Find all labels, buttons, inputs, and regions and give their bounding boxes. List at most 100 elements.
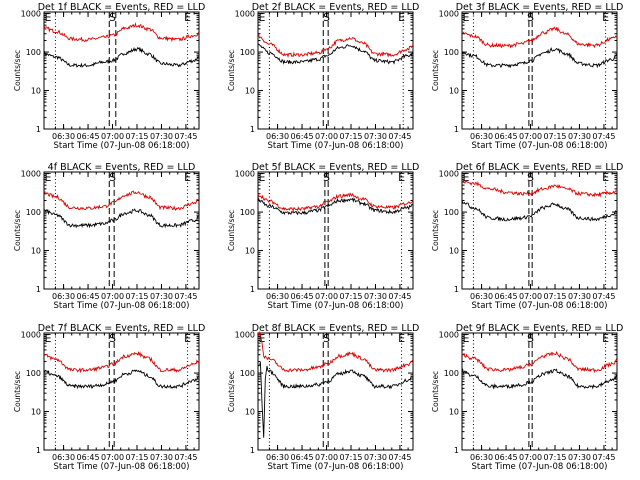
y-tick-label: 100 (26, 48, 41, 57)
x-axis-label: Start Time (07-Jun-08 06:18:00) (472, 141, 608, 151)
lld-series-line (257, 34, 414, 59)
marker-letter: S (527, 171, 534, 184)
detector-panel: Det 7f BLACK = Events, RED = LLD 1 10 100 10… (13, 323, 205, 472)
panel-title: Det 8f BLACK = Events, RED = LLD (252, 323, 420, 334)
marker-letter: E (463, 171, 470, 184)
y-tick-label: 1000 (21, 331, 41, 340)
x-tick-label: 07:00 (101, 453, 124, 462)
y-axis-label: Counts/sec (431, 371, 440, 412)
y-axis-label: Counts/sec (227, 210, 236, 251)
x-axis-label: Start Time (07-Jun-08 06:18:00) (54, 462, 190, 472)
x-tick-label: 07:00 (519, 453, 542, 462)
marker-letter: E (463, 332, 470, 345)
y-axis-label: Counts/sec (13, 210, 22, 251)
x-tick-label: 06:30 (470, 292, 493, 301)
x-axis-label: Start Time (07-Jun-08 06:18:00) (268, 462, 404, 472)
x-tick-label: 07:00 (101, 292, 124, 301)
events-series-line (461, 200, 618, 222)
plot-frame (461, 332, 618, 451)
y-axis-label: Counts/sec (227, 50, 236, 91)
plot-frame (257, 332, 414, 451)
x-tick-label: 06:45 (77, 453, 100, 462)
y-axis-label: Counts/sec (431, 210, 440, 251)
x-tick-label: 07:45 (174, 132, 197, 141)
x-tick-label: 06:30 (52, 132, 75, 141)
lld-series-line (257, 192, 414, 212)
y-tick-label: 1 (36, 125, 41, 134)
y-tick-label: 1 (36, 446, 41, 455)
y-tick-label: 100 (444, 48, 459, 57)
y-tick-label: 10 (449, 408, 459, 417)
x-tick-label: 07:15 (543, 292, 566, 301)
x-tick-label: 07:30 (364, 292, 387, 301)
marker-letter: S (323, 332, 330, 345)
marker-letter: E (602, 332, 609, 345)
x-tick-label: 07:15 (543, 453, 566, 462)
events-series-line (257, 197, 414, 216)
lld-series-line (43, 22, 200, 43)
x-tick-label: 07:15 (339, 132, 362, 141)
lld-series-line (461, 350, 618, 374)
y-tick-label: 100 (444, 208, 459, 217)
marker-letter: E (398, 332, 405, 345)
marker-letter: E (45, 332, 52, 345)
x-tick-label: 07:00 (101, 132, 124, 141)
y-tick-label: 1000 (439, 331, 459, 340)
x-tick-label: 07:30 (150, 292, 173, 301)
detector-panel: 4f BLACK = Events, RED = LLD 1 10 100 1000 06… (13, 162, 200, 311)
marker-letter: S (323, 171, 330, 184)
x-axis-label: Start Time (07-Jun-08 06:18:00) (472, 301, 608, 311)
y-tick-label: 1 (250, 285, 255, 294)
y-tick-label: 100 (240, 48, 255, 57)
marker-letter: S (109, 171, 116, 184)
y-tick-label: 1000 (439, 10, 459, 19)
detector-panel: Det 3f BLACK = Events, RED = LLD 1 10 100 10… (431, 2, 623, 151)
panel-title: Det 7f BLACK = Events, RED = LLD (38, 323, 206, 334)
y-axis-label: Counts/sec (13, 50, 22, 91)
y-tick-label: 1 (454, 446, 459, 455)
y-tick-label: 1 (454, 285, 459, 294)
marker-letter: E (259, 11, 266, 24)
x-tick-label: 06:45 (291, 132, 314, 141)
panel-title: Det 5f BLACK = Events, RED = LLD (252, 162, 420, 173)
plot-frame (461, 11, 618, 130)
panel-title: 4f BLACK = Events, RED = LLD (48, 162, 196, 173)
x-tick-label: 06:30 (52, 453, 75, 462)
x-tick-label: 07:45 (174, 453, 197, 462)
plot-frame (257, 171, 414, 290)
marker-letter: E (398, 171, 405, 184)
x-tick-label: 06:45 (291, 453, 314, 462)
marker-letter: E (45, 171, 52, 184)
y-tick-label: 10 (449, 87, 459, 96)
y-tick-label: 1000 (235, 10, 255, 19)
plot-frame (43, 332, 200, 451)
x-tick-label: 07:15 (125, 453, 148, 462)
marker-letter: E (184, 11, 191, 24)
events-series-line (43, 46, 200, 68)
x-tick-label: 06:30 (266, 292, 289, 301)
x-axis-label: Start Time (07-Jun-08 06:18:00) (472, 462, 608, 472)
x-tick-label: 07:30 (568, 292, 591, 301)
y-tick-label: 1000 (21, 170, 41, 179)
x-tick-label: 07:30 (568, 453, 591, 462)
x-tick-label: 06:45 (77, 132, 100, 141)
marker-letter: E (602, 171, 609, 184)
x-tick-label: 07:30 (364, 453, 387, 462)
marker-letter: E (398, 11, 405, 24)
x-tick-label: 06:30 (266, 132, 289, 141)
x-tick-label: 06:30 (266, 453, 289, 462)
events-series-line (461, 368, 618, 390)
panel-title: Det 6f BLACK = Events, RED = LLD (456, 162, 624, 173)
x-tick-label: 06:30 (52, 292, 75, 301)
plot-frame (43, 11, 200, 130)
x-tick-label: 07:30 (150, 453, 173, 462)
marker-letter: E (259, 332, 266, 345)
x-tick-label: 07:45 (388, 292, 411, 301)
y-tick-label: 100 (444, 369, 459, 378)
x-tick-label: 07:45 (174, 292, 197, 301)
panel-title: Det 2f BLACK = Events, RED = LLD (252, 2, 420, 13)
detector-panel: Det 6f BLACK = Events, RED = LLD 1 10 100 10… (431, 162, 623, 311)
x-axis-label: Start Time (07-Jun-08 06:18:00) (54, 301, 190, 311)
events-series-line (257, 361, 414, 438)
